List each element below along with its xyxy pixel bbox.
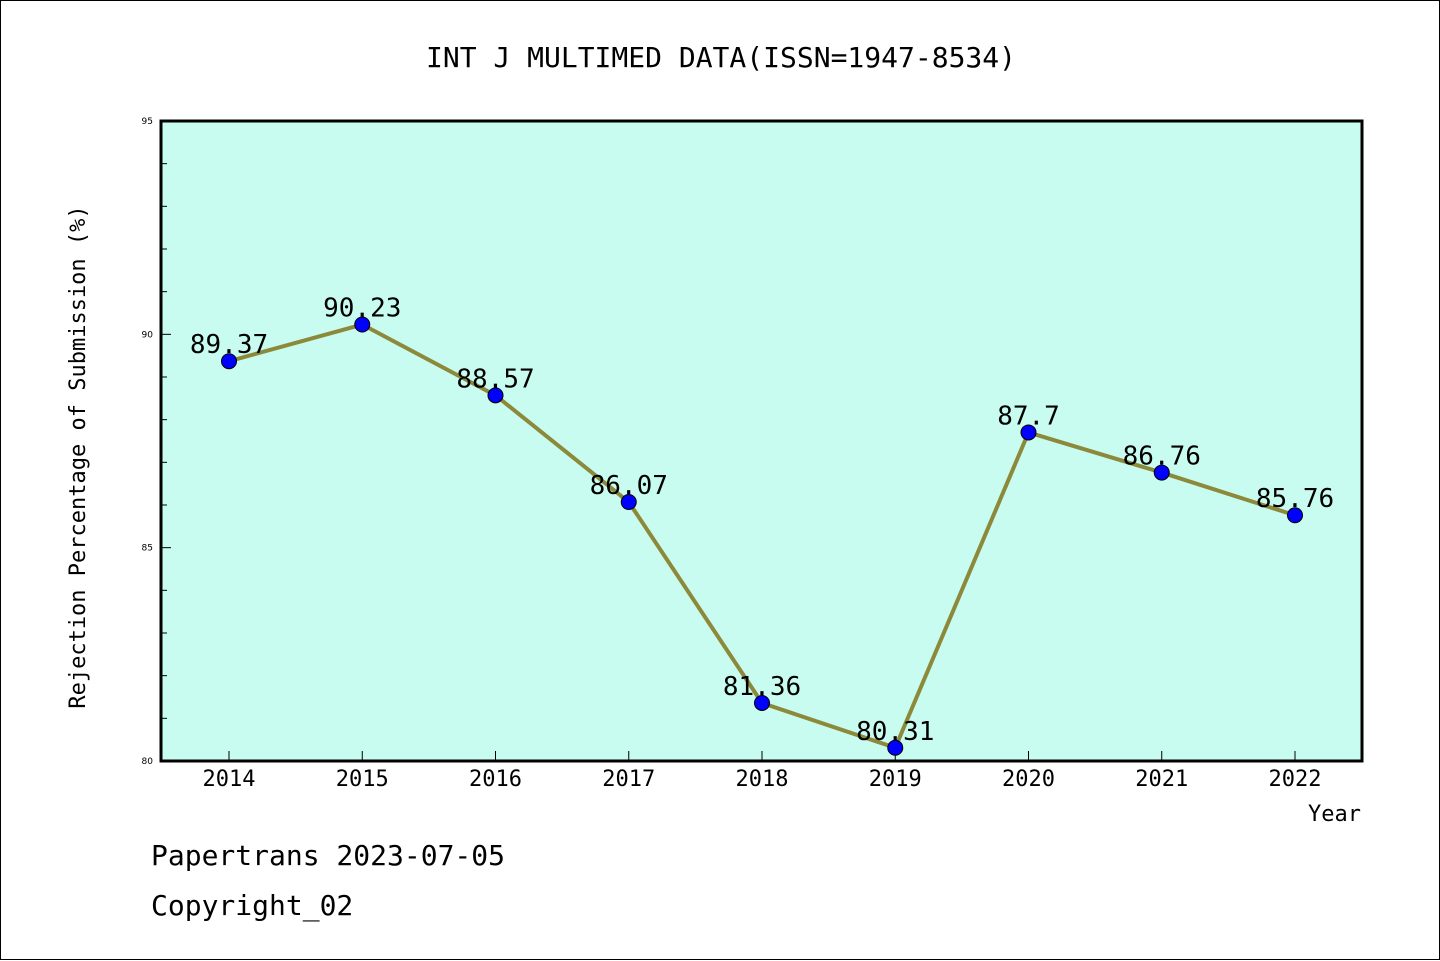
- x-axis-label: Year: [1308, 802, 1361, 827]
- data-label: 86.07: [590, 471, 668, 501]
- x-tick-label: 2017: [602, 767, 655, 792]
- y-tick-label: 85: [142, 544, 153, 554]
- data-point: [887, 739, 904, 756]
- y-tick-label: 95: [142, 117, 153, 127]
- x-tick-label: 2018: [736, 767, 789, 792]
- data-labels: 89.37 90.23 88.57 86.07 81.36 80.31 87.7 86.76 8…: [190, 294, 1334, 747]
- data-point: [354, 316, 371, 333]
- x-tick-label: 2021: [1135, 767, 1188, 792]
- x-tick-label: 2016: [469, 767, 522, 792]
- x-tick-label: 2015: [336, 767, 389, 792]
- data-point: [1153, 464, 1170, 481]
- data-label: 85.76: [1256, 484, 1334, 514]
- footer-copyright: Copyright_02: [151, 889, 353, 923]
- x-axis-ticks: 2014 2015 2016 2017 2018 2019 2020 2021 2022: [203, 751, 1322, 792]
- plot-area: [161, 121, 1362, 761]
- data-label: 89.37: [190, 330, 268, 360]
- data-point: [221, 353, 237, 370]
- data-point: [620, 494, 637, 511]
- chart-title: INT J MULTIMED DATA(ISSN=1947-8534): [426, 41, 1016, 74]
- y-axis-label: Rejection Percentage of Submission (%): [66, 205, 91, 708]
- data-label: 90.23: [323, 294, 401, 324]
- data-label: 87.7: [997, 401, 1060, 431]
- data-point: [1287, 507, 1303, 524]
- x-tick-label: 2020: [1002, 767, 1055, 792]
- x-tick-label: 2019: [869, 767, 922, 792]
- x-tick-label: 2022: [1269, 767, 1322, 792]
- data-label: 86.76: [1123, 442, 1201, 472]
- x-tick-label: 2014: [203, 767, 256, 792]
- series-markers: [221, 316, 1303, 756]
- data-label: 80.31: [856, 717, 934, 747]
- data-label: 88.57: [456, 364, 534, 394]
- data-label: 81.36: [723, 672, 801, 702]
- plot-border: [159, 119, 1364, 763]
- data-point: [1020, 424, 1037, 441]
- footer-date: Papertrans 2023-07-05: [151, 839, 505, 872]
- y-tick-label: 90: [142, 330, 154, 340]
- data-point: [487, 387, 504, 404]
- y-tick-label: 80: [142, 757, 154, 767]
- data-point: [754, 694, 770, 711]
